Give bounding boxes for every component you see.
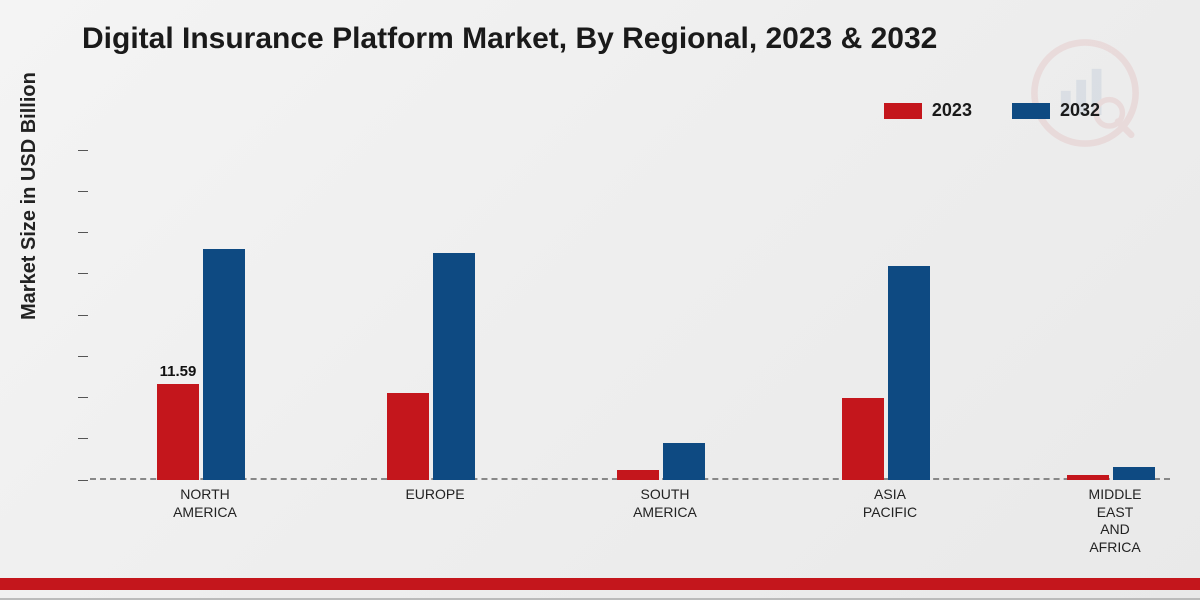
x-category-label: NORTH AMERICA (125, 486, 285, 521)
watermark-logo (1030, 38, 1140, 148)
legend-swatch-2032 (1012, 103, 1050, 119)
chart-page: Digital Insurance Platform Market, By Re… (0, 0, 1200, 600)
bar-2032 (433, 253, 475, 480)
x-category-label: MIDDLE EAST AND AFRICA (1035, 486, 1195, 556)
y-tick (78, 397, 88, 398)
bar-group (1055, 150, 1175, 480)
y-tick (78, 150, 88, 151)
bar-group (375, 150, 495, 480)
legend-item-2032: 2032 (1012, 100, 1100, 121)
legend-swatch-2023 (884, 103, 922, 119)
bar-2023 (842, 398, 884, 481)
plot-area: 11.59 (90, 150, 1170, 480)
y-tick (78, 191, 88, 192)
bar-2032 (888, 266, 930, 481)
bar-2032 (663, 443, 705, 480)
y-tick (78, 273, 88, 274)
y-tick (78, 232, 88, 233)
y-tick (78, 438, 88, 439)
legend: 2023 2032 (884, 100, 1100, 121)
y-tick (78, 480, 88, 481)
bar-group (830, 150, 950, 480)
chart-title: Digital Insurance Platform Market, By Re… (82, 22, 937, 56)
legend-item-2023: 2023 (884, 100, 972, 121)
footer-accent-bar (0, 578, 1200, 590)
x-category-label: ASIA PACIFIC (810, 486, 970, 521)
bar-group (605, 150, 725, 480)
bar-group: 11.59 (145, 150, 265, 480)
y-tick (78, 315, 88, 316)
legend-label-2032: 2032 (1060, 100, 1100, 121)
bar-2023 (1067, 475, 1109, 480)
y-tick (78, 356, 88, 357)
x-category-label: EUROPE (355, 486, 515, 504)
bar-2023 (617, 470, 659, 480)
x-category-label: SOUTH AMERICA (585, 486, 745, 521)
legend-label-2023: 2023 (932, 100, 972, 121)
bar-2032 (1113, 467, 1155, 480)
bar-value-label: 11.59 (138, 363, 218, 380)
bar-2023 (387, 393, 429, 480)
y-axis-label: Market Size in USD Billion (18, 72, 41, 320)
bar-2023 (157, 384, 199, 480)
